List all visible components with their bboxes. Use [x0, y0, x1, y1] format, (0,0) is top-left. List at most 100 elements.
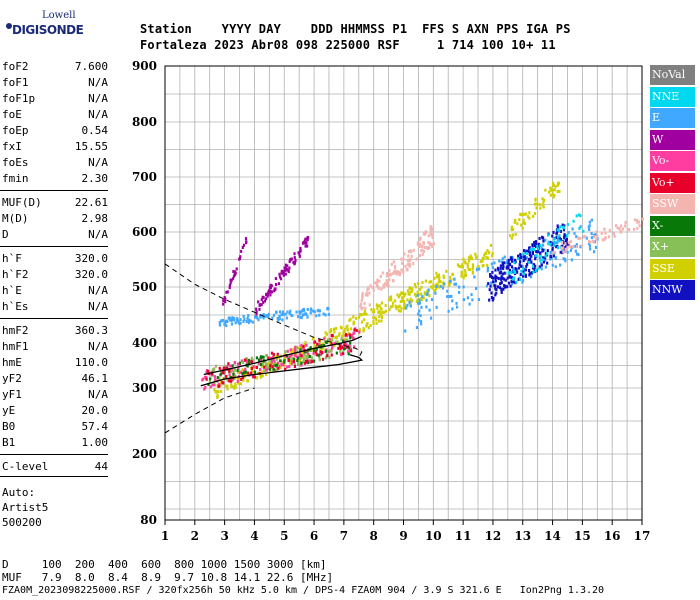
echo-vo- [252, 365, 255, 369]
param-h-es: h`Es N/A [2, 300, 108, 316]
echo-e [218, 320, 221, 324]
echo-nnw [552, 230, 555, 234]
echo-sse [486, 263, 489, 267]
echo-e [275, 310, 278, 314]
echo-ssw [604, 231, 607, 235]
echo-w [255, 310, 258, 314]
panel-divider [0, 318, 108, 319]
echo-w [297, 251, 300, 255]
echo-x- [336, 340, 339, 344]
echo-ssw [637, 220, 641, 224]
legend-x-: X+ [650, 237, 695, 257]
echo-ssw [422, 232, 426, 236]
echo-sse [236, 376, 239, 380]
echo-x- [273, 362, 276, 366]
echo-sse [411, 287, 414, 291]
echo-sse [432, 283, 435, 287]
echo-nnw [555, 236, 558, 240]
echo-nnw [506, 276, 509, 280]
echo-vo- [348, 333, 351, 337]
echo-nnw [528, 252, 531, 256]
echo-e [543, 248, 546, 252]
echo-x- [214, 364, 218, 368]
echo-sse [403, 299, 406, 303]
echo-w [299, 246, 302, 250]
echo-nnw [489, 284, 492, 288]
echo-w [286, 264, 289, 268]
echo-sse [471, 270, 475, 274]
echo-ssw [420, 249, 423, 253]
echo-x- [248, 358, 251, 362]
echo-nne [559, 225, 562, 229]
echo-sse [456, 263, 460, 267]
echo-nnw [500, 280, 503, 284]
echo-vo- [355, 329, 358, 333]
echo-ssw [425, 246, 429, 250]
echo-vo- [201, 378, 204, 382]
echo-x- [279, 359, 282, 363]
echo-ssw [587, 240, 591, 244]
echo-vo- [326, 354, 329, 358]
echo-sse [397, 295, 400, 299]
echo-e [230, 322, 234, 326]
echo-e [301, 313, 305, 317]
echo-sse [522, 221, 525, 225]
echo-e [306, 315, 309, 319]
echo-sse [390, 298, 393, 302]
echo-nnw [501, 272, 504, 276]
echo-e [570, 245, 573, 249]
echo-ssw [366, 293, 369, 297]
echo-w [264, 297, 268, 301]
echo-ssw [430, 243, 433, 247]
echo-sse [520, 213, 523, 217]
echo-vo- [267, 367, 270, 371]
param-key: hmF2 [2, 324, 29, 337]
legend-sse: SSE [650, 258, 695, 279]
echo-sse [365, 312, 368, 316]
echo-w [306, 244, 309, 248]
echo-nne [532, 248, 536, 252]
echo-w [228, 286, 231, 290]
echo-sse [241, 368, 244, 372]
echo-nnw [552, 254, 555, 258]
echo-sse [524, 212, 528, 216]
echo-sse [289, 362, 292, 366]
echo-ssw [388, 268, 391, 272]
echo-e [225, 319, 228, 323]
echo-e [544, 258, 547, 262]
echo-sse [239, 382, 243, 386]
echo-e [570, 258, 573, 262]
echo-vo- [353, 345, 356, 349]
echo-e [318, 309, 322, 313]
echo-nnw [495, 275, 498, 279]
echo-sse [363, 309, 366, 313]
echo-sse [259, 373, 262, 377]
echo-x- [233, 368, 237, 372]
echo-sse [535, 206, 538, 210]
echo-x- [295, 350, 299, 354]
echo-x- [310, 356, 313, 360]
echo-sse [428, 280, 431, 284]
echo-sse [275, 354, 278, 358]
echo-ssw [427, 240, 430, 244]
echo-sse [460, 274, 463, 278]
echo-sse [416, 290, 419, 294]
echo-nne [525, 251, 529, 255]
echo-sse [528, 216, 531, 220]
echo-e [419, 314, 422, 318]
param-fof1: foF1 N/A [2, 76, 108, 92]
echo-sse [523, 222, 527, 226]
echo-w [226, 290, 229, 294]
echo-e [272, 313, 276, 317]
echo-vo- [284, 367, 287, 371]
y-tick-label: 700 [132, 170, 157, 184]
echo-ssw [421, 244, 424, 248]
echo-vo- [222, 366, 225, 370]
echo-vo- [241, 376, 245, 380]
echo-sse [265, 372, 268, 376]
legend-w: W [650, 129, 695, 150]
echo-ssw [409, 249, 412, 253]
echo-ssw [552, 250, 555, 254]
echo-sse [388, 308, 391, 312]
echo-x- [298, 363, 301, 367]
